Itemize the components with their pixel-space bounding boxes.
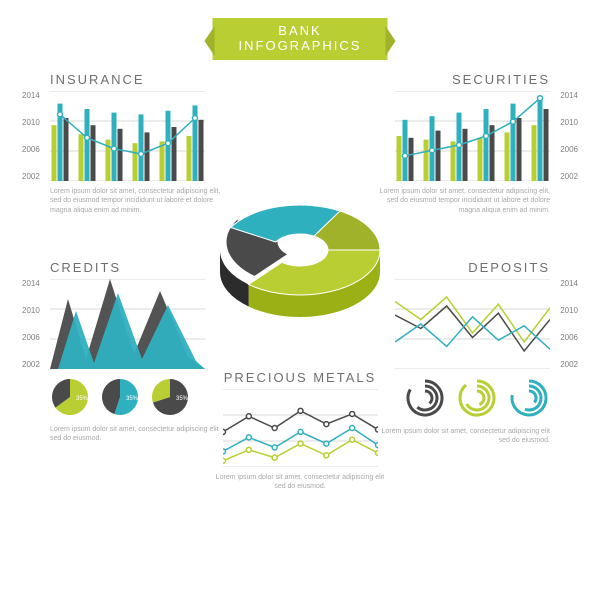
ribbon-line1: BANK: [239, 24, 362, 39]
securities-yticks: 2014201020062002: [560, 91, 578, 181]
credits-yticks: 2014201020062002: [22, 279, 40, 369]
svg-text:35%: 35%: [176, 396, 189, 402]
deposits-rings: [370, 377, 550, 419]
credits-chart: 2014201020062002: [50, 279, 205, 369]
deposits-caption: Lorem ipsum dolor sit amet, consectetur …: [370, 427, 550, 446]
metals-caption: Lorem ipsum dolor sit amet, consectetur …: [210, 473, 390, 492]
ribbon-line2: INFOGRAPHICS: [239, 39, 362, 54]
securities-chart: 2014201020062002: [395, 91, 550, 181]
securities-svg: [395, 91, 550, 181]
center-donut-svg: [200, 180, 400, 340]
center-donut: [200, 180, 400, 340]
title-ribbon: BANK INFOGRAPHICS: [213, 18, 388, 60]
deposits-yticks: 2014201020062002: [560, 279, 578, 369]
svg-text:35%: 35%: [76, 396, 89, 402]
svg-text:35%: 35%: [126, 396, 139, 402]
credits-svg: [50, 279, 205, 369]
insurance-svg: [50, 91, 205, 181]
ribbon-body: BANK INFOGRAPHICS: [213, 18, 388, 60]
credits-pies: 35% 35% 35%: [50, 377, 230, 417]
section-metals: PRECIOUS METALS Lorem ipsum dolor sit am…: [210, 370, 390, 492]
metals-svg: [223, 389, 378, 467]
insurance-chart: 2014201020062002: [50, 91, 205, 181]
deposits-chart: 2014201020062002: [395, 279, 550, 369]
insurance-title: INSURANCE: [50, 72, 230, 87]
metals-chart: [223, 389, 378, 467]
metals-title: PRECIOUS METALS: [210, 370, 390, 385]
credits-caption: Lorem ipsum dolor sit amet, consectetur …: [50, 425, 230, 444]
deposits-svg: [395, 279, 550, 369]
insurance-yticks: 2014201020062002: [22, 91, 40, 181]
securities-title: SECURITIES: [370, 72, 550, 87]
